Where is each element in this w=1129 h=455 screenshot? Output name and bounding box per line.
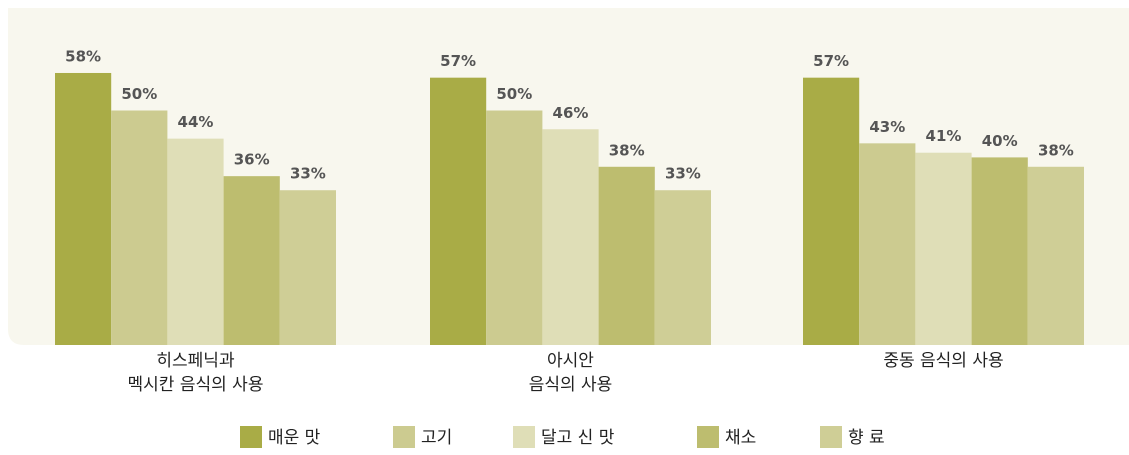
bar xyxy=(859,143,916,345)
bar xyxy=(55,72,112,345)
legend-label: 고기 xyxy=(421,428,452,448)
legend-label: 채소 xyxy=(725,428,756,448)
bar xyxy=(915,152,972,345)
bar xyxy=(1027,166,1084,345)
value-label: 38% xyxy=(1038,141,1074,159)
value-label: 33% xyxy=(290,165,326,183)
bar xyxy=(598,166,655,345)
value-label: 57% xyxy=(813,52,849,70)
value-label: 36% xyxy=(234,151,270,169)
bar xyxy=(971,157,1028,345)
bar xyxy=(486,110,543,345)
bar xyxy=(654,190,711,345)
legend-swatch xyxy=(513,426,535,448)
value-label: 50% xyxy=(496,85,532,103)
value-label: 40% xyxy=(982,132,1018,150)
value-label: 57% xyxy=(440,52,476,70)
legend-swatch xyxy=(393,426,415,448)
value-label: 58% xyxy=(65,47,101,65)
bar xyxy=(279,190,336,345)
category-label: 중동 음식의 사용 xyxy=(883,351,1004,371)
legend-swatch xyxy=(820,426,842,448)
value-label: 50% xyxy=(121,85,157,103)
value-label: 43% xyxy=(869,118,905,136)
legend-label: 매운 맛 xyxy=(268,428,321,448)
value-label: 46% xyxy=(553,104,589,122)
value-label: 38% xyxy=(609,141,645,159)
legend-swatch xyxy=(240,426,262,448)
legend-label: 향 료 xyxy=(848,428,885,448)
legend-swatch xyxy=(697,426,719,448)
bar xyxy=(430,77,487,346)
legend-label: 달고 신 맛 xyxy=(541,428,615,448)
bar xyxy=(542,129,599,345)
value-label: 44% xyxy=(178,113,214,131)
category-label: 히스페닉과 멕시칸 음식의 사용 xyxy=(127,351,264,395)
bar xyxy=(111,110,168,345)
bar xyxy=(223,176,280,345)
value-label: 41% xyxy=(926,127,962,145)
bar xyxy=(167,138,224,345)
bar xyxy=(803,77,860,346)
value-label: 33% xyxy=(665,165,701,183)
category-label: 아시안 음식의 사용 xyxy=(528,351,613,395)
